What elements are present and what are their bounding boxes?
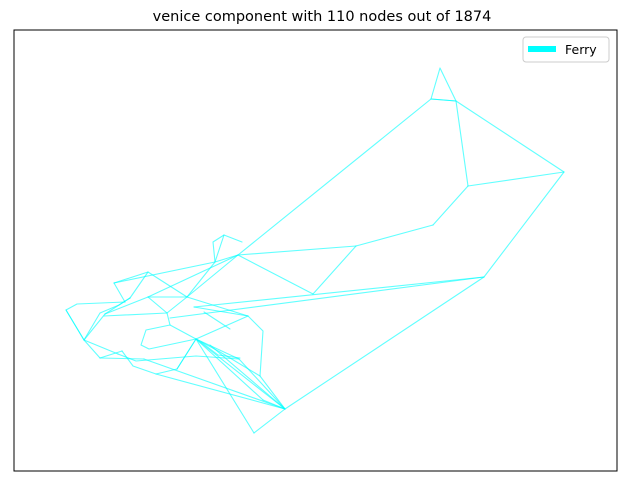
ferry-edge [212, 234, 243, 263]
ferry-edge [169, 324, 197, 340]
legend-label-ferry: Ferry [565, 42, 597, 57]
ferry-edge [186, 296, 249, 317]
ferry-edge [237, 245, 357, 256]
ferry-edge [432, 185, 469, 226]
plot-frame [13, 29, 618, 472]
ferry-edge [455, 100, 565, 173]
ferry-edge [140, 312, 197, 350]
ferry-edge [83, 313, 106, 341]
ferry-edge [143, 358, 286, 410]
ferry-edge [129, 271, 149, 299]
ferry-edge [195, 338, 264, 401]
ferry-edge [284, 276, 485, 410]
ferry-edge [193, 306, 249, 317]
ferry-edge [355, 224, 434, 247]
ferry-edge [195, 338, 286, 410]
ferry-edges [65, 67, 565, 434]
ferry-edge [147, 254, 239, 298]
ferry-edge [483, 171, 565, 278]
ferry-edge [214, 254, 239, 263]
ferry-edge [195, 338, 286, 410]
chart-title: venice component with 110 nodes out of 1… [153, 9, 492, 25]
ferry-edge [247, 315, 264, 377]
ferry-edge [83, 339, 119, 355]
ferry-edge [467, 171, 565, 187]
legend: Ferry [522, 36, 610, 63]
ferry-edge [176, 338, 197, 370]
ferry-edge [113, 282, 126, 303]
ferry-edge [147, 296, 168, 314]
ferry-edge [238, 358, 286, 410]
ferry-edge [237, 254, 314, 295]
ferry-edge [103, 312, 168, 317]
ferry-edge [195, 338, 255, 434]
legend-box [522, 36, 610, 63]
ferry-edge [104, 296, 149, 315]
ferry-edge [312, 245, 357, 295]
ferry-edge [113, 261, 216, 284]
ferry-edge [455, 100, 469, 187]
ferry-edge [262, 399, 286, 410]
ferry-edge [193, 276, 485, 308]
ferry-edge [65, 309, 85, 341]
ferry-edge [203, 311, 231, 330]
ferry-edge [99, 350, 123, 359]
ferry-edge [166, 296, 188, 314]
ferry-edge [117, 353, 240, 362]
ferry-edge [83, 339, 101, 359]
ferry-edge [99, 357, 145, 360]
ferry-edge [200, 341, 241, 359]
ferry-edge [253, 408, 286, 434]
ferry-edge [186, 254, 239, 298]
ferry-edge [155, 373, 286, 410]
ferry-edge [237, 98, 432, 256]
ferry-edge [430, 98, 457, 102]
ferry-edge [195, 315, 249, 340]
